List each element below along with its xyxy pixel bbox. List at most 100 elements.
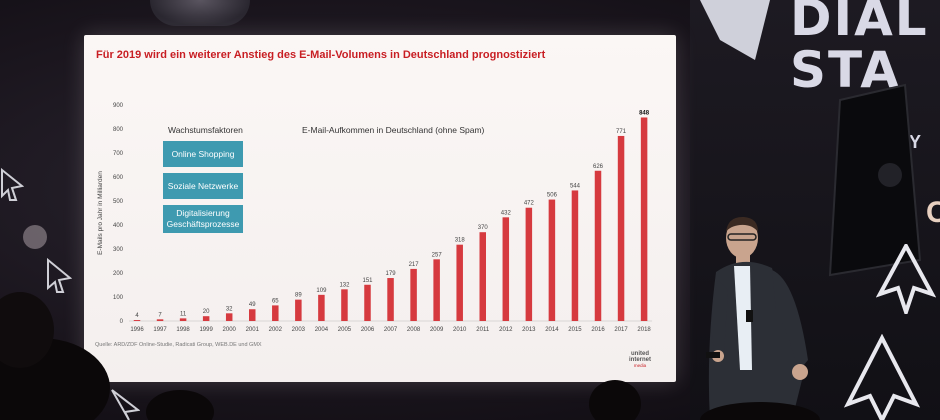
bar <box>133 320 141 321</box>
bar <box>272 305 279 321</box>
y-tick-label: 100 <box>113 295 124 301</box>
x-tick-label: 2011 <box>476 327 490 333</box>
factors-heading: Wachstumsfaktoren <box>168 125 243 135</box>
factor-digitalization: Digitalisierung Geschäftsprozesse <box>163 205 243 233</box>
bar <box>295 299 302 321</box>
bar <box>502 217 510 321</box>
cursor-arrow-icon <box>843 334 921 420</box>
cursor-arrow-icon <box>111 389 140 420</box>
presenter <box>706 216 808 420</box>
data-label: 848 <box>639 110 650 116</box>
data-label: 217 <box>409 262 420 268</box>
bar <box>364 284 371 321</box>
bar <box>571 190 579 321</box>
x-tick-label: 2004 <box>315 327 329 333</box>
y-axis-label: E-Mails pro Jahr in Milliarden <box>97 171 104 255</box>
ceiling-light <box>150 0 250 26</box>
data-label: 179 <box>386 271 397 277</box>
x-tick-label: 1998 <box>176 327 190 333</box>
x-tick-label: 2000 <box>223 327 237 333</box>
cursor-arrow-icon <box>876 244 936 314</box>
data-label: 318 <box>455 238 466 244</box>
y-tick-label: 300 <box>113 247 124 253</box>
email-volume-chart: 0 100 200 300 400 500 600 700 800 900 E-Mails pro … <box>97 103 653 333</box>
x-tick-label: 2014 <box>545 327 559 333</box>
x-tick-label: 2001 <box>246 327 260 333</box>
data-label: 20 <box>203 309 210 315</box>
y-tick-label: 200 <box>113 271 124 277</box>
chart-title: E-Mail-Aufkommen in Deutschland (ohne Sp… <box>302 125 485 135</box>
data-label: 109 <box>316 288 327 294</box>
y-tick-label: 500 <box>113 199 124 205</box>
data-label: 472 <box>524 201 535 207</box>
event-sign-letter: C <box>926 196 940 229</box>
united-internet-logo: united internet media <box>628 351 651 368</box>
cursor-arrow-icon <box>1 168 24 201</box>
bar <box>202 316 210 321</box>
y-tick-label: 800 <box>113 127 124 133</box>
x-tick-label: 2006 <box>361 327 375 333</box>
data-label: 544 <box>570 183 581 189</box>
bar <box>479 232 486 321</box>
data-label: 370 <box>478 225 489 231</box>
factor-social-networks: Soziale Netzwerke <box>163 173 243 199</box>
x-tick-label: 2008 <box>407 327 421 333</box>
data-label: 257 <box>432 252 443 258</box>
x-tick-label: 1997 <box>153 327 167 333</box>
bar <box>249 309 256 321</box>
slide-title: Für 2019 wird ein weiterer Anstieg des E… <box>96 49 546 61</box>
x-tick-label: 2003 <box>292 327 306 333</box>
x-tick-label: 2009 <box>430 327 444 333</box>
bar <box>318 294 325 321</box>
y-tick-label: 400 <box>113 223 124 229</box>
bar <box>548 199 556 321</box>
wall-graphic <box>700 0 770 60</box>
x-tick-label: 1999 <box>199 327 213 333</box>
y-tick-label: 700 <box>113 151 124 157</box>
data-label: 11 <box>180 311 187 317</box>
x-tick-label: 2013 <box>522 327 536 333</box>
bar <box>617 135 625 321</box>
x-tick-label: 1996 <box>130 327 144 333</box>
data-label: 32 <box>226 306 233 312</box>
x-tick-label: 2018 <box>637 327 651 333</box>
factor-online-shopping: Online Shopping <box>163 141 243 167</box>
x-tick-label: 2015 <box>568 327 582 333</box>
data-label: 49 <box>249 302 256 308</box>
bar <box>179 318 187 321</box>
source-note: Quelle: ARD/ZDF Online-Studie, Radicati … <box>95 342 262 348</box>
data-label: 151 <box>362 278 373 284</box>
data-label: 4 <box>135 313 139 319</box>
studio-light <box>828 83 922 277</box>
data-label: 89 <box>295 293 302 299</box>
bar <box>156 319 164 321</box>
x-tick-label: 2012 <box>499 327 513 333</box>
y-tick-label: 900 <box>113 103 124 109</box>
x-tick-label: 2016 <box>591 327 605 333</box>
x-tick-label: 2005 <box>338 327 352 333</box>
cursor-arrow-icon <box>47 258 72 293</box>
bar <box>410 268 417 321</box>
bar <box>433 259 440 321</box>
bar <box>525 207 533 321</box>
data-label: 626 <box>593 164 604 170</box>
bar <box>387 278 394 321</box>
bar <box>341 289 348 321</box>
x-tick-label: 2007 <box>384 327 398 333</box>
x-tick-label: 2002 <box>269 327 283 333</box>
y-tick-label: 0 <box>120 319 124 325</box>
data-label: 65 <box>272 298 279 304</box>
data-label: 771 <box>616 129 627 135</box>
event-sign-text: DIAL STA <box>790 0 929 99</box>
x-tick-label: 2010 <box>453 327 467 333</box>
x-tick-label: 2017 <box>614 327 628 333</box>
projection-screen: Für 2019 wird ein weiterer Anstieg des E… <box>84 35 676 382</box>
data-label: 432 <box>501 210 512 216</box>
bar <box>594 170 602 321</box>
y-tick-label: 600 <box>113 175 124 181</box>
data-label: 132 <box>339 282 350 288</box>
bar <box>456 244 463 321</box>
bar <box>640 117 648 321</box>
bar <box>225 313 233 321</box>
data-label: 7 <box>158 312 162 318</box>
